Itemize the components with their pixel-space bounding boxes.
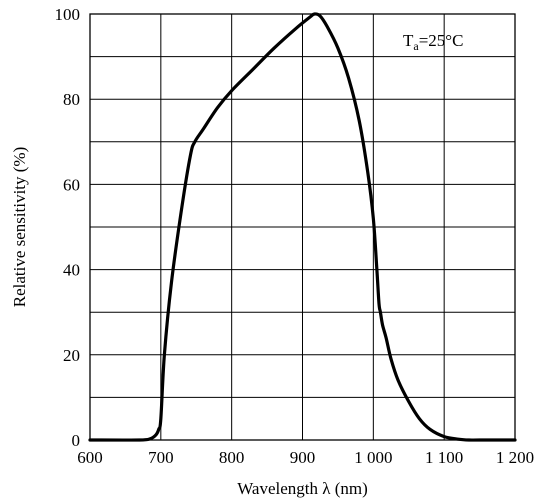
y-tick-label: 80 xyxy=(63,90,80,109)
y-tick-label: 0 xyxy=(72,431,81,450)
plot-frame xyxy=(89,13,516,441)
annotation-main: T xyxy=(403,31,414,50)
x-tick-label: 1 100 xyxy=(425,448,463,467)
y-tick-labels: 0 20 40 60 80 100 xyxy=(55,5,81,450)
x-tick-label: 700 xyxy=(148,448,174,467)
x-tick-label: 900 xyxy=(290,448,316,467)
y-tick-label: 20 xyxy=(63,346,80,365)
x-tick-label: 800 xyxy=(219,448,245,467)
sensitivity-curve xyxy=(88,12,517,442)
chart-grid xyxy=(90,14,515,440)
temperature-annotation: Ta=25°C xyxy=(403,31,463,53)
y-tick-label: 100 xyxy=(55,5,81,24)
x-tick-labels: 600 700 800 900 1 000 1 100 1 200 xyxy=(77,448,534,467)
x-tick-label: 1 000 xyxy=(354,448,392,467)
x-tick-label: 600 xyxy=(77,448,103,467)
x-tick-label: 1 200 xyxy=(496,448,534,467)
y-axis-label: Relative sensitivity (%) xyxy=(10,147,29,308)
y-tick-label: 60 xyxy=(63,175,80,194)
x-axis-label: Wavelength λ (nm) xyxy=(237,479,368,498)
y-tick-label: 40 xyxy=(63,261,80,280)
annotation-value: =25°C xyxy=(419,31,464,50)
annotation-subscript: a xyxy=(413,39,419,53)
